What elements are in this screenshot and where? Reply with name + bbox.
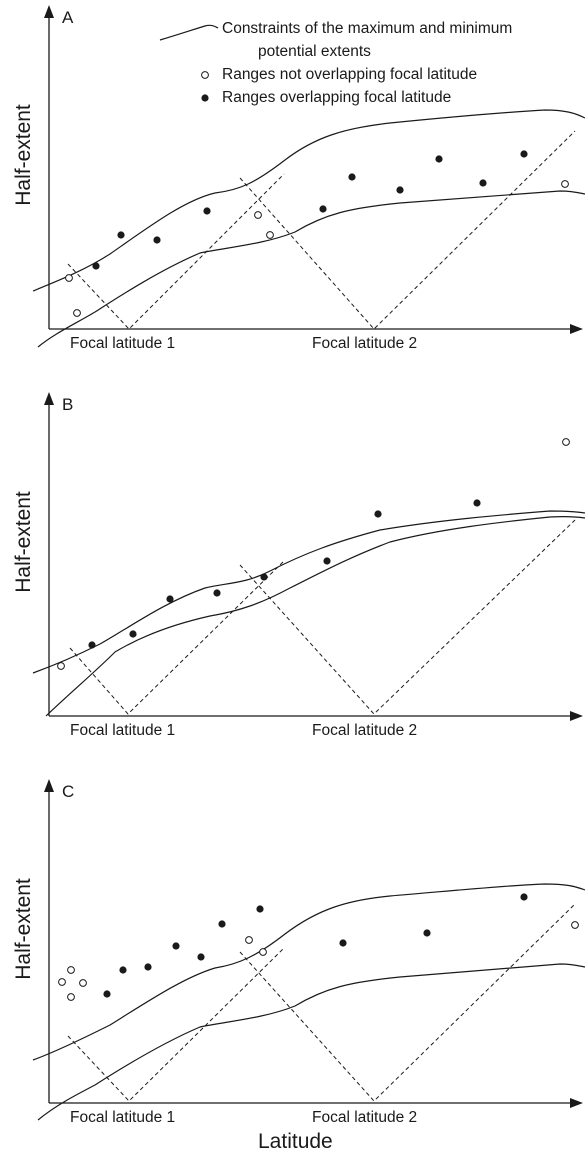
focal-dashed-lines [67,903,576,1102]
panel-letter: B [62,395,74,414]
focal-latitude-1-dashed-lines [67,173,285,330]
filled-circle-point [203,207,211,215]
filled-circle-point [423,929,431,937]
x-axis-arrow-icon [570,711,583,721]
legend-open-circle-symbol [201,71,209,79]
filled-circle-point [129,630,137,638]
filled-circle-point [92,262,100,270]
filled-circle-point [435,155,443,163]
y-axis-arrow-icon [44,392,54,405]
y-axis-arrow-icon [44,779,54,792]
filled-circle-point [172,942,180,950]
focal-latitude-2-dashed-lines [239,130,576,330]
panel-letter: C [62,782,75,801]
panel-a-plot [32,5,585,348]
panel-a: A Half-extent Focal latitude 1 Focal lat… [0,0,585,387]
legend-filled-label: Ranges overlapping focal latitude [222,89,452,106]
filled-circle-point [520,893,528,901]
filled-circle-point [103,990,111,998]
filled-circle-point [348,173,356,181]
legend-filled-circle-symbol [201,94,209,102]
legend-line-label-1: Constraints of the maximum and minimum [222,20,513,37]
focal-dashed-lines [69,519,576,715]
constraint-curves [32,510,585,717]
panel-c-plot [32,779,585,1121]
open-circle-point [67,993,75,1001]
filled-circle-point [144,963,152,971]
constraint-curves [32,109,585,348]
filled-circle-point [119,966,127,974]
open-circle-point [65,274,73,282]
filled-circle-point [339,939,347,947]
focal-latitude-1-dashed-lines [69,560,285,715]
filled-circle-point [260,573,268,581]
open-circle-point [561,180,569,188]
open-circle-point [67,966,75,974]
open-circle-point [254,211,262,219]
filled-circle-point [319,205,327,213]
open-circle-point [73,309,81,317]
x-axis-label: Latitude [258,1130,333,1153]
axes [44,392,583,721]
panel-c: C Half-extent Focal latitude 1 Focal lat… [0,774,585,1161]
filled-circle-point [323,557,331,565]
data-points [65,150,569,317]
filled-circle-point [374,510,382,518]
x-axis-arrow-icon [570,1098,583,1108]
filled-circle-point [218,920,226,928]
upper-constraint-curve [32,109,585,292]
lower-constraint-curve [37,190,585,348]
focal-latitude-2-label: Focal latitude 2 [312,1109,418,1126]
lower-constraint-curve [37,963,585,1121]
filled-circle-point [479,179,487,187]
upper-constraint-curve [32,510,585,674]
legend-open-label: Ranges not overlapping focal latitude [222,66,478,83]
open-circle-point [57,662,65,670]
open-circle-point [58,978,66,986]
filled-circle-point [520,150,528,158]
filled-circle-point [473,499,481,507]
focal-latitude-1-label: Focal latitude 1 [70,335,176,352]
axes [44,779,583,1108]
focal-dashed-lines [67,130,576,330]
focal-latitude-2-dashed-lines [239,519,576,715]
axes [44,5,583,334]
data-points [58,893,579,1001]
open-circle-point [79,979,87,987]
focal-latitude-2-label: Focal latitude 2 [312,722,418,739]
focal-latitude-2-label: Focal latitude 2 [312,335,418,352]
legend-line-label-2: potential extents [258,43,371,60]
x-axis-arrow-icon [570,324,583,334]
panel-b-plot [32,392,585,721]
filled-circle-point [166,595,174,603]
y-axis-arrow-icon [44,5,54,18]
filled-circle-point [256,905,264,913]
focal-latitude-1-dashed-lines [67,947,285,1102]
panel-letter: A [62,8,74,27]
open-circle-point [562,438,570,446]
open-circle-point [245,936,253,944]
constraint-curves [32,883,585,1121]
focal-latitude-1-label: Focal latitude 1 [70,722,176,739]
legend-symbols [159,24,219,102]
focal-latitude-1-label: Focal latitude 1 [70,1109,176,1126]
open-circle-point [266,231,274,239]
filled-circle-point [396,186,404,194]
filled-circle-point [197,953,205,961]
lower-constraint-curve [45,515,585,717]
filled-circle-point [117,231,125,239]
focal-latitude-2-dashed-lines [239,903,576,1102]
filled-circle-point [213,589,221,597]
open-circle-point [571,921,579,929]
open-circle-point [259,948,267,956]
filled-circle-point [88,641,96,649]
panel-b: B Half-extent Focal latitude 1 Focal lat… [0,387,585,774]
legend-line-symbol [159,24,219,41]
upper-constraint-curve [32,883,585,1061]
filled-circle-point [153,236,161,244]
data-points [57,438,570,670]
